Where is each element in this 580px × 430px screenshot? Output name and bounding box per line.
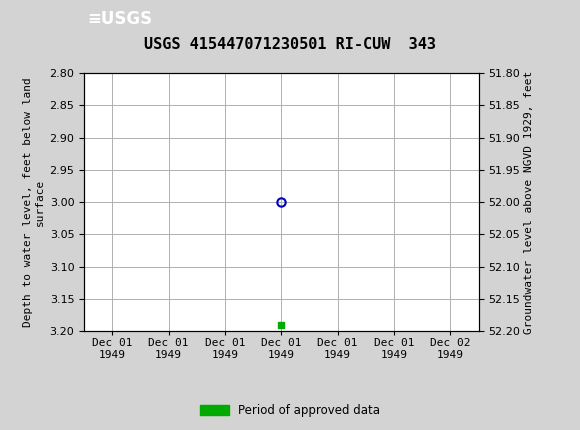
Y-axis label: Depth to water level, feet below land
surface: Depth to water level, feet below land su… <box>23 77 45 327</box>
Legend: Period of approved data: Period of approved data <box>195 399 385 422</box>
Text: USGS 415447071230501 RI-CUW  343: USGS 415447071230501 RI-CUW 343 <box>144 37 436 52</box>
Text: ≡USGS: ≡USGS <box>87 10 152 28</box>
Y-axis label: Groundwater level above NGVD 1929, feet: Groundwater level above NGVD 1929, feet <box>524 71 534 334</box>
